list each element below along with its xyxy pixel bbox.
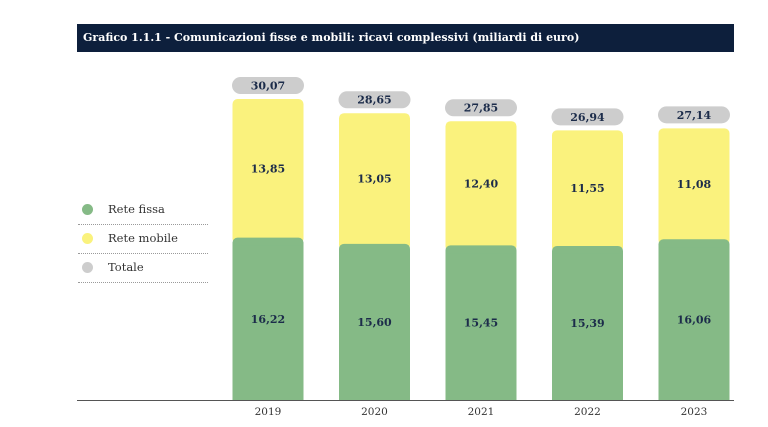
total-badge-2021	[445, 99, 517, 117]
total-badge-2020	[338, 91, 411, 109]
total-badge-2022	[551, 108, 624, 126]
bar-rete-mobile-2020	[339, 113, 410, 250]
total-label-2022: 26,94	[570, 111, 605, 124]
chart-title: Grafico 1.1.1 - Comunicazioni fisse e mo…	[77, 24, 734, 52]
legend-swatch-totale	[82, 262, 93, 273]
data-label-rete-mobile-2021: 12,40	[464, 177, 499, 190]
bar-rete-fissa-base-2021	[445, 253, 517, 400]
total-badge-2023	[658, 106, 730, 124]
x-tick-label-2023: 2023	[681, 406, 708, 418]
total-badge-2019	[232, 77, 304, 94]
total-label-2019: 30,07	[251, 80, 285, 93]
data-label-rete-fissa-2020: 15,60	[357, 316, 392, 329]
total-label-2020: 28,65	[357, 94, 391, 107]
data-label-rete-mobile-2020: 13,05	[357, 173, 391, 186]
data-label-rete-fissa-2022: 15,39	[570, 317, 604, 330]
legend: Rete fissa Rete mobile Totale	[78, 196, 208, 283]
legend-item-totale: Totale	[78, 254, 208, 283]
data-label-rete-mobile-2022: 11,55	[570, 182, 604, 195]
bar-rete-fissa-base-2019	[232, 245, 304, 400]
data-label-rete-fissa-2023: 16,06	[677, 314, 712, 327]
data-label-rete-fissa-2021: 15,45	[464, 317, 498, 330]
data-label-rete-mobile-2023: 11,08	[677, 178, 712, 191]
bar-rete-mobile-2022	[552, 130, 623, 252]
data-label-rete-mobile-2019: 13,85	[251, 162, 285, 175]
bar-rete-fissa-base-2020	[339, 251, 410, 400]
x-tick-label-2020: 2020	[361, 406, 388, 418]
x-tick-label-2021: 2021	[468, 406, 495, 418]
x-tick-label-2022: 2022	[574, 406, 601, 418]
total-label-2021: 27,85	[464, 102, 498, 115]
data-label-rete-fissa-2019: 16,22	[251, 313, 285, 326]
total-label-2023: 27,14	[677, 109, 712, 122]
legend-swatch-rete-fissa	[82, 204, 93, 215]
legend-item-rete-fissa: Rete fissa	[78, 196, 208, 225]
legend-label-totale: Totale	[108, 260, 144, 274]
legend-item-rete-mobile: Rete mobile	[78, 225, 208, 254]
legend-swatch-rete-mobile	[82, 233, 93, 244]
bar-rete-mobile-2019	[232, 99, 304, 244]
legend-label-rete-mobile: Rete mobile	[108, 231, 178, 245]
bar-rete-fissa-base-2023	[658, 247, 730, 400]
bar-rete-mobile-2023	[658, 128, 730, 246]
bar-rete-mobile-2021	[445, 121, 517, 252]
bar-rete-fissa-base-2022	[552, 253, 623, 400]
x-tick-label-2019: 2019	[255, 406, 282, 418]
legend-label-rete-fissa: Rete fissa	[108, 202, 165, 216]
